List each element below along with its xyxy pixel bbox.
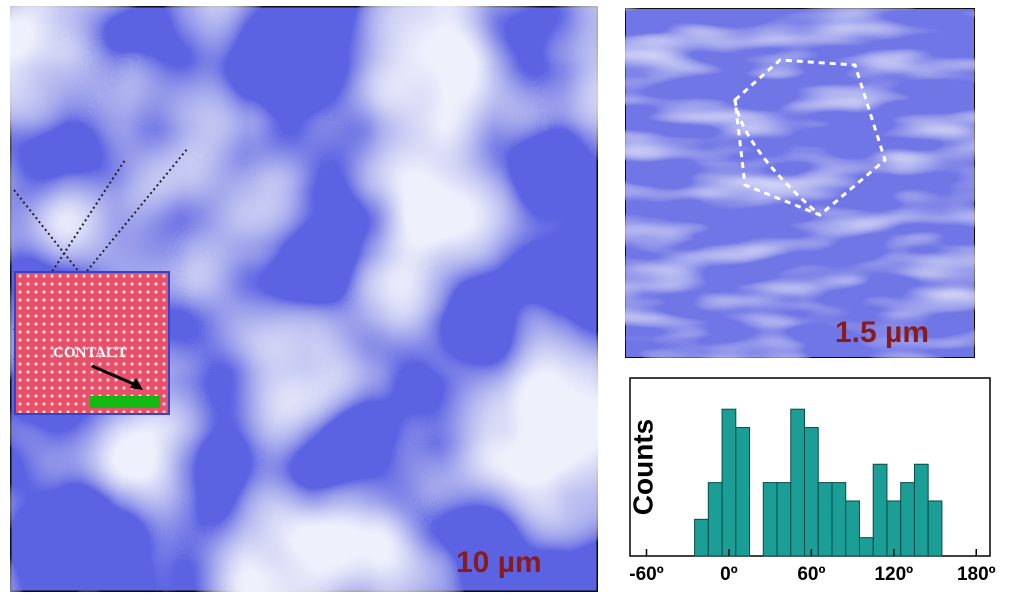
bar: [845, 500, 860, 557]
bar: [804, 427, 819, 557]
bar: [817, 482, 833, 557]
x-tick-label: 60º: [797, 564, 825, 585]
inset-label: CONTACT: [53, 345, 127, 361]
bar: [776, 482, 792, 557]
bar: [900, 482, 915, 557]
bar: [762, 482, 778, 557]
large-afm-image: CONTACT 10 µm: [8, 4, 600, 594]
y-axis-label: Counts: [627, 419, 658, 515]
bar: [872, 463, 888, 557]
x-tick-label: -60º: [629, 564, 663, 585]
bar: [927, 500, 943, 557]
x-tick-label: 180º: [957, 564, 996, 585]
bar: [858, 537, 874, 557]
scale-label: 10 µm: [456, 546, 542, 579]
x-tick-label: 0º: [720, 564, 738, 585]
bar: [913, 463, 929, 557]
bar: [790, 408, 806, 557]
small-afm-image: 1.5 µm: [624, 7, 976, 359]
bar: [735, 427, 751, 557]
bar: [831, 482, 847, 557]
bar: [886, 500, 902, 557]
bar: [707, 482, 723, 557]
x-tick-label: 120º: [874, 564, 913, 585]
scale-label: 1.5 µm: [835, 316, 929, 349]
bar: [721, 408, 737, 557]
bar: [694, 518, 709, 557]
